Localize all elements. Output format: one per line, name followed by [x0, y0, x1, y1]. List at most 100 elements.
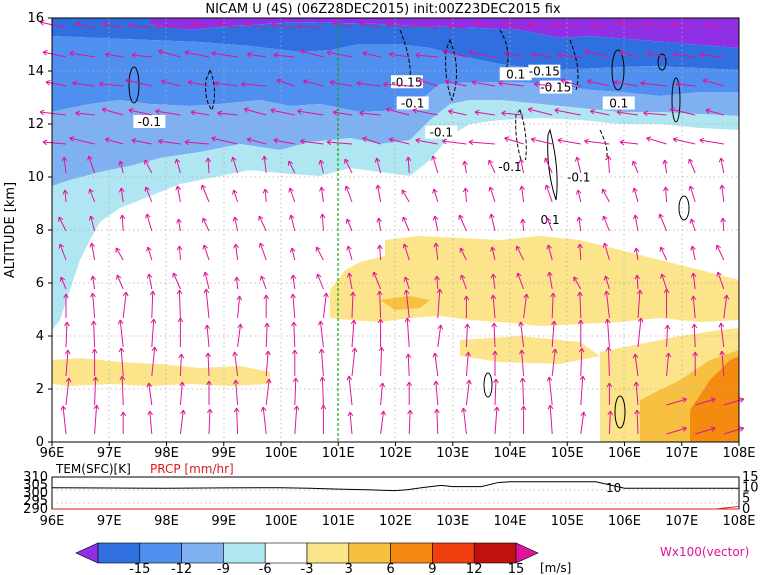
wind-vector [318, 320, 324, 348]
contour-labels: -0.1 -0.15 -0.1 -0.1 -0.1 0.1 -0.15 -0.15 0.1 -0.… [133, 64, 635, 227]
wind-vector [490, 273, 497, 290]
temp-tick-label: 295 [23, 494, 48, 509]
wind-vector [344, 185, 353, 203]
wind-vector [577, 291, 583, 319]
wind-vector [144, 159, 153, 174]
contour-label-bg [534, 213, 567, 227]
wind-vector [663, 186, 669, 203]
wind-vector [584, 138, 610, 145]
wind-vector [176, 218, 182, 232]
wind-vector [260, 406, 267, 435]
colorbar-tick-label: 3 [345, 562, 353, 575]
wind-vector [233, 243, 239, 261]
wind-vector [177, 317, 184, 347]
wind-vector [462, 187, 469, 203]
wind-vector [231, 156, 239, 174]
wind-vector [646, 50, 667, 58]
wind-vector [372, 271, 382, 290]
wind-vector [431, 155, 439, 174]
wind-vector [200, 184, 210, 203]
wind-vector [406, 381, 413, 405]
wind-vector [326, 49, 353, 58]
wind-vector [487, 159, 496, 174]
wind-vector [672, 51, 696, 58]
wind-vectors [39, 20, 745, 435]
wind-vector [118, 187, 125, 203]
wind-vector [319, 213, 326, 232]
wind-vector [557, 52, 581, 59]
bottom-x-tick-label: 99E [211, 514, 236, 529]
wind-vector [613, 79, 639, 87]
wind-vector [448, 109, 467, 116]
grid [52, 18, 739, 442]
bottom-x-tick-label: 104E [493, 514, 526, 529]
colorbar-cell [348, 542, 391, 564]
precip-tick-label: 15 [742, 470, 759, 485]
wind-vector [174, 158, 181, 174]
colorbar-tick-label: 6 [386, 562, 394, 575]
wind-vector [377, 244, 383, 261]
wind-vector [243, 107, 267, 116]
colorbar-tick-label: -15 [129, 562, 150, 575]
x-tick-label: 99E [211, 446, 236, 461]
wind-vector [144, 186, 153, 203]
wind-vector [346, 375, 353, 406]
wind-vector [39, 20, 67, 29]
wind-vector [240, 81, 267, 88]
colorbar-low-triangle [75, 542, 99, 564]
wind-vector [723, 294, 730, 319]
wind-vector [554, 22, 581, 29]
bottom-x-tick-label: 108E [722, 514, 755, 529]
contour-label-bg [133, 115, 166, 128]
y-tick-label: 14 [27, 64, 44, 79]
bottom-x-tick-label: 98E [154, 514, 179, 529]
wind-vector [405, 156, 412, 174]
wind-vector [297, 108, 324, 116]
wind-vector [527, 107, 553, 116]
wind-vector [634, 274, 641, 290]
wind-vector [377, 318, 384, 347]
colorbar-cell [473, 542, 517, 564]
wind-vector [270, 22, 295, 29]
wind-vector [205, 352, 211, 377]
wind-vector [602, 215, 610, 232]
wind-vector [606, 382, 613, 405]
chart-title: NICAM U (4S) (06Z28DEC2015) init:00Z23DE… [205, 2, 561, 17]
wind-vector [672, 137, 696, 145]
x-tick-label: 104E [493, 446, 526, 461]
wind-vector [379, 382, 386, 406]
wind-vector [546, 376, 553, 406]
wind-vector [468, 49, 496, 58]
wind-vector [579, 375, 586, 406]
bottom-x-tick-label: 101E [322, 514, 355, 529]
contour-label-bg [539, 80, 572, 94]
wind-vector [462, 160, 468, 174]
wind-vector [580, 411, 587, 435]
wind-vector [604, 318, 611, 348]
precip-tick-label: 5 [742, 491, 750, 506]
vector-label: Wx100(vector) [660, 545, 749, 559]
wind-vector [433, 242, 440, 261]
wind-vector [669, 107, 696, 116]
wind-vector [147, 410, 153, 435]
wind-vector [489, 213, 496, 232]
wind-vector [385, 21, 410, 29]
wind-vector [276, 78, 295, 87]
contour-label-bg [562, 170, 595, 184]
y-tick-label: 12 [27, 117, 44, 132]
wind-vector [178, 353, 185, 377]
wind-vector [662, 159, 668, 174]
wind-vector [546, 244, 553, 261]
wind-vector [501, 21, 524, 29]
wind-vector [104, 137, 124, 145]
contour-label: -0.1 [567, 171, 590, 185]
wind-vector [184, 139, 210, 146]
x-tick-label: 108E [722, 446, 755, 461]
wind-vector [262, 188, 269, 203]
x-tick-label: 96E [40, 446, 65, 461]
wind-vector [634, 409, 640, 435]
bottom-panel: TEM(SFC)[K] PRCP [mm/hr] 10 310305300295… [23, 462, 758, 529]
colorbar-unit: [m/s] [540, 561, 571, 575]
wind-vector [64, 349, 71, 377]
